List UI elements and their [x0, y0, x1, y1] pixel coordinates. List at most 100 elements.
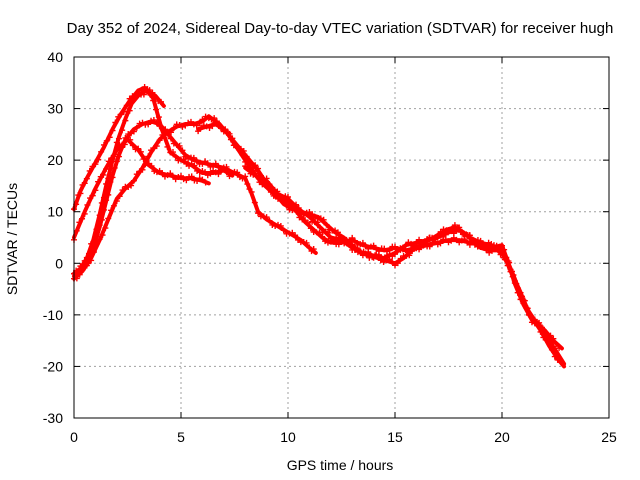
data-point	[133, 171, 140, 178]
data-point	[109, 155, 116, 162]
chart-title: Day 352 of 2024, Sidereal Day-to-day VTE…	[67, 20, 614, 37]
data-point	[303, 239, 310, 246]
data-point	[266, 181, 273, 188]
data-point	[108, 207, 115, 214]
data-point	[220, 128, 227, 135]
data-point	[417, 243, 424, 250]
series-track-2	[71, 136, 211, 243]
data-point	[550, 335, 557, 342]
y-tick-label: -30	[43, 410, 63, 426]
data-point	[103, 137, 110, 144]
data-point	[193, 157, 200, 164]
data-point	[325, 229, 332, 236]
data-point	[119, 187, 126, 194]
data-point	[168, 129, 175, 136]
data-point	[98, 148, 105, 155]
data-point	[255, 210, 262, 217]
data-point	[100, 206, 107, 213]
data-point	[440, 226, 447, 233]
data-point	[105, 215, 112, 222]
data-point	[306, 213, 313, 220]
y-tick-label: 30	[47, 101, 63, 117]
data-point	[122, 117, 129, 124]
data-point	[190, 154, 197, 161]
data-point	[275, 221, 282, 228]
x-tick-label: 10	[280, 429, 296, 445]
data-point	[145, 153, 152, 160]
data-point	[536, 319, 543, 326]
data-point	[510, 272, 517, 279]
data-point	[93, 233, 100, 240]
data-point	[488, 241, 495, 248]
data-point	[122, 134, 129, 141]
data-point	[477, 237, 484, 244]
data-point	[244, 181, 251, 188]
data-point	[127, 136, 134, 143]
data-point	[406, 252, 413, 259]
data-point	[110, 202, 117, 209]
data-point	[167, 170, 174, 177]
data-point	[400, 246, 407, 253]
data-point	[394, 260, 401, 267]
data-point	[255, 165, 262, 172]
x-tick-label: 15	[387, 429, 403, 445]
data-point	[90, 249, 97, 256]
data-point	[303, 209, 310, 216]
x-tick-labels: 0 5 10 15 20 25	[70, 429, 617, 445]
data-point	[149, 89, 156, 96]
data-point	[179, 123, 186, 130]
data-point	[543, 336, 550, 343]
data-point	[263, 175, 270, 182]
data-point	[304, 219, 311, 226]
axis-ticks	[73, 56, 610, 419]
data-point	[223, 163, 230, 170]
data-point	[392, 251, 398, 258]
data-point	[112, 119, 119, 126]
data-point	[293, 201, 300, 208]
data-point	[182, 122, 189, 129]
data-point	[458, 228, 465, 235]
data-point	[135, 145, 142, 152]
data-point	[381, 256, 388, 263]
data-point	[148, 162, 155, 169]
data-point	[402, 242, 409, 249]
data-point	[173, 141, 180, 148]
data-point	[546, 340, 553, 347]
data-point	[83, 175, 90, 182]
data-point	[115, 153, 122, 160]
data-point	[140, 91, 147, 98]
data-point	[554, 356, 561, 363]
data-point	[95, 178, 102, 185]
data-point	[504, 262, 511, 269]
data-point	[148, 117, 155, 124]
data-point	[168, 135, 175, 142]
data-point	[103, 180, 110, 187]
data-point	[199, 176, 206, 183]
data-point	[81, 180, 88, 187]
data-point	[153, 119, 160, 126]
data-point	[285, 194, 291, 201]
data-point	[499, 246, 505, 253]
data-point	[306, 244, 313, 251]
data-point	[272, 223, 279, 230]
y-tick-label: 0	[55, 255, 63, 271]
data-point	[437, 240, 444, 247]
data-point	[548, 346, 555, 353]
data-point	[159, 170, 166, 177]
data-point	[92, 161, 99, 168]
plot-area	[71, 83, 567, 369]
data-point	[244, 165, 251, 172]
data-point	[215, 120, 222, 127]
data-point	[354, 245, 361, 252]
data-point	[283, 202, 290, 209]
data-point	[76, 219, 83, 226]
data-point	[326, 226, 333, 233]
data-point	[84, 201, 91, 208]
data-point	[107, 178, 114, 185]
data-point	[204, 160, 211, 167]
data-point	[280, 227, 287, 234]
data-point	[243, 153, 250, 160]
data-point	[79, 215, 86, 222]
data-point	[100, 141, 107, 148]
data-point	[334, 229, 341, 236]
